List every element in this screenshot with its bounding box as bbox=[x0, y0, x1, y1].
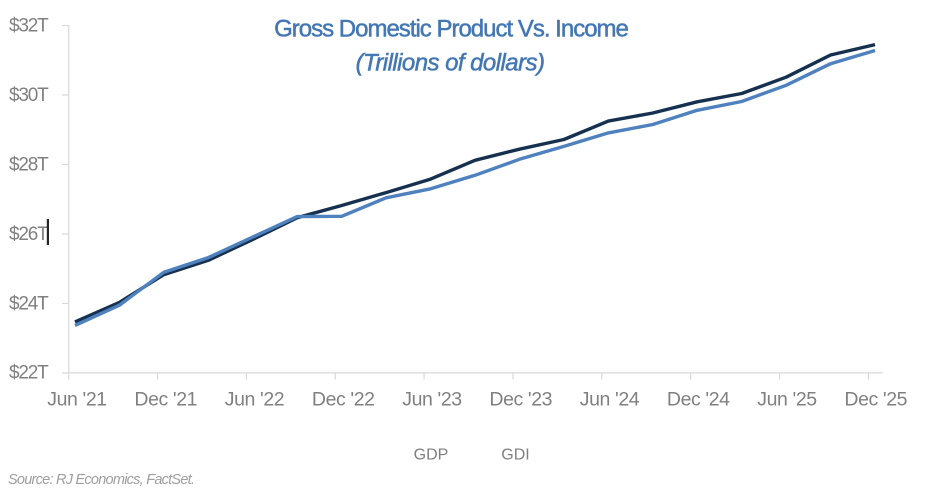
svg-text:Jun '21: Jun '21 bbox=[47, 389, 106, 411]
svg-text:Gross Domestic Product Vs. Inc: Gross Domestic Product Vs. Income bbox=[274, 16, 628, 43]
svg-text:(Trillions of dollars): (Trillions of dollars) bbox=[356, 49, 545, 76]
svg-text:Dec '24: Dec '24 bbox=[667, 389, 730, 411]
svg-text:Dec '22: Dec '22 bbox=[312, 389, 375, 411]
svg-text:Jun '22: Jun '22 bbox=[225, 389, 284, 411]
svg-text:$22T: $22T bbox=[9, 363, 49, 384]
svg-text:GDP: GDP bbox=[414, 447, 449, 464]
svg-text:Jun '23: Jun '23 bbox=[402, 389, 461, 411]
svg-text:$30T: $30T bbox=[9, 85, 49, 106]
svg-text:Dec '25: Dec '25 bbox=[844, 389, 907, 411]
svg-text:$26T: $26T bbox=[9, 224, 49, 245]
svg-text:Jun '24: Jun '24 bbox=[580, 389, 640, 411]
svg-text:Dec '23: Dec '23 bbox=[489, 389, 552, 411]
svg-text:Dec '21: Dec '21 bbox=[134, 389, 197, 411]
svg-text:Source: RJ Economics, FactSet.: Source: RJ Economics, FactSet. bbox=[8, 472, 194, 488]
svg-text:Jun '25: Jun '25 bbox=[757, 389, 817, 411]
svg-text:$24T: $24T bbox=[9, 294, 49, 315]
svg-text:GDI: GDI bbox=[501, 447, 529, 464]
svg-text:$28T: $28T bbox=[9, 155, 49, 176]
svg-text:$32T: $32T bbox=[9, 16, 49, 37]
